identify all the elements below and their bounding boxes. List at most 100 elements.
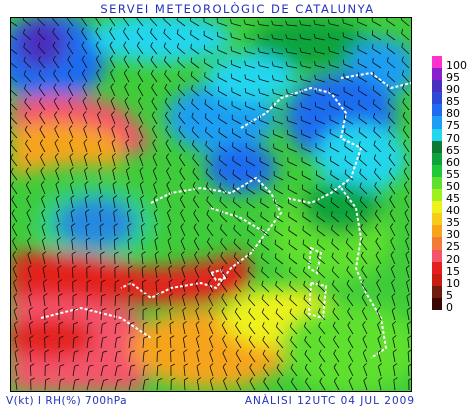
wind-barb xyxy=(98,195,104,209)
wind-barb xyxy=(206,223,214,237)
wind-barb xyxy=(258,88,270,97)
wind-barb xyxy=(127,223,132,237)
wind-barb xyxy=(231,128,242,139)
wind-barb xyxy=(301,184,312,195)
wind-barb xyxy=(140,209,145,223)
wind-barb xyxy=(361,279,368,293)
wind-barb xyxy=(219,182,228,195)
wind-barb xyxy=(72,293,78,307)
wind-barb xyxy=(342,18,354,27)
wind-barb xyxy=(82,69,88,83)
wind-barb xyxy=(142,350,149,363)
wind-barb xyxy=(23,70,32,83)
wind-barb xyxy=(221,279,228,293)
wind-barb xyxy=(271,47,284,55)
wind-barb xyxy=(358,141,368,153)
wind-barb xyxy=(96,97,102,111)
wind-barb xyxy=(40,153,46,167)
wind-barb xyxy=(110,69,116,83)
wind-barb xyxy=(313,19,326,27)
wind-barb xyxy=(142,307,148,321)
wind-barb xyxy=(232,155,242,167)
wind-barb xyxy=(235,349,242,363)
wind-barb xyxy=(100,279,106,293)
wind-barb xyxy=(271,75,284,83)
wind-barb xyxy=(333,335,340,349)
wind-barb xyxy=(191,98,200,111)
wind-barb xyxy=(390,265,396,279)
wind-barb xyxy=(246,197,256,209)
wind-barb xyxy=(206,209,214,223)
wind-barb xyxy=(317,280,326,293)
wind-barb xyxy=(26,223,32,237)
wind-barb xyxy=(113,237,119,251)
wind-barb xyxy=(221,321,228,335)
wind-barb xyxy=(163,56,172,69)
legend-swatch xyxy=(432,201,442,214)
wind-barb xyxy=(362,335,368,349)
wind-barb xyxy=(29,363,35,377)
wind-barb xyxy=(39,97,46,111)
wind-barb xyxy=(286,116,298,125)
wind-barb xyxy=(72,364,80,377)
wind-barb xyxy=(258,74,270,83)
wind-barb xyxy=(176,18,186,27)
wind-barb xyxy=(301,157,312,167)
wind-barb xyxy=(72,307,78,321)
wind-barb xyxy=(153,181,158,195)
wind-barb xyxy=(287,143,298,153)
wind-barb xyxy=(205,154,214,167)
wind-barb xyxy=(275,294,284,307)
wind-barb xyxy=(38,69,46,83)
wind-barb xyxy=(346,265,354,279)
legend-label: 30 xyxy=(446,228,460,242)
wind-barb xyxy=(114,279,120,293)
wind-barb xyxy=(195,321,200,335)
wind-barb xyxy=(327,19,340,27)
wind-barb xyxy=(289,308,298,321)
wind-barb xyxy=(233,238,242,251)
wind-barb xyxy=(128,336,135,349)
wind-barb xyxy=(234,280,242,293)
wind-barb xyxy=(332,321,340,335)
wind-barb xyxy=(23,56,32,69)
wind-barb xyxy=(273,170,284,181)
coastline-italy xyxy=(340,187,388,359)
wind-barb xyxy=(14,321,18,335)
wind-barb xyxy=(155,293,161,307)
wind-barb xyxy=(378,377,383,391)
wind-barb xyxy=(86,350,94,363)
wind-barb xyxy=(357,58,368,69)
wind-barb xyxy=(401,56,410,69)
wind-barb xyxy=(261,280,270,293)
wind-barb xyxy=(58,335,64,349)
wind-barb xyxy=(11,112,18,125)
wind-barb xyxy=(288,212,298,223)
wind-barb xyxy=(86,378,94,391)
wind-barbs xyxy=(11,18,411,391)
wind-barb xyxy=(389,181,396,195)
wind-barb xyxy=(303,308,312,321)
legend-label: 90 xyxy=(446,83,460,97)
wind-barb xyxy=(122,18,130,27)
wind-barb xyxy=(182,321,187,335)
wind-barb xyxy=(319,377,326,391)
wind-barb xyxy=(40,167,46,181)
wind-barb xyxy=(39,111,46,125)
wind-barb xyxy=(11,61,18,69)
wind-barb xyxy=(316,184,326,195)
wind-barb xyxy=(203,44,214,55)
wind-barb xyxy=(272,116,284,125)
wind-barb xyxy=(83,125,88,139)
wind-barb xyxy=(100,379,109,391)
wind-barb xyxy=(357,45,368,55)
wind-barb xyxy=(11,75,18,83)
wind-barb xyxy=(344,155,354,167)
wind-barb xyxy=(177,84,186,97)
wind-barb xyxy=(218,100,228,111)
wind-barb xyxy=(180,237,186,251)
wind-barb xyxy=(402,111,410,125)
wind-barb xyxy=(303,267,312,279)
wind-barb xyxy=(167,209,172,223)
wind-barb xyxy=(343,73,354,83)
